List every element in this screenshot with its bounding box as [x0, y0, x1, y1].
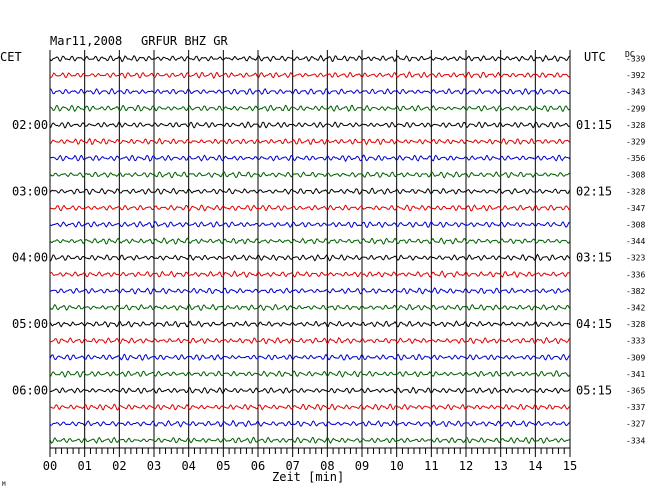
- right-zone-label: UTC: [584, 50, 606, 64]
- seismic-trace: [49, 121, 570, 129]
- seismic-trace: [49, 170, 570, 179]
- x-tick-label: 10: [389, 459, 403, 473]
- dc-offset-label: -344: [626, 237, 645, 246]
- dc-offset-label: -343: [626, 88, 645, 97]
- header-station: GRFUR BHZ GR: [141, 34, 228, 48]
- seismic-trace: [49, 419, 570, 428]
- x-tick-label: 03: [147, 459, 161, 473]
- cet-time-label: 02:00: [12, 118, 48, 132]
- seismic-trace: [49, 137, 571, 146]
- x-tick-label: 14: [528, 459, 542, 473]
- dc-offset-label: -342: [626, 304, 645, 313]
- seismic-trace: [49, 104, 571, 113]
- utc-time-label: 01:15: [576, 118, 612, 132]
- seismic-trace: [49, 204, 570, 212]
- tick-layer: 00 01 02 03 04 05 06 07 08 09 10 11 12 13 14 15: [43, 448, 577, 473]
- cet-time-label: 06:00: [12, 384, 48, 398]
- dc-offset-label: -308: [626, 221, 645, 230]
- seismic-trace: [49, 88, 571, 96]
- seismic-trace: [49, 403, 571, 411]
- seismic-trace: [49, 154, 571, 163]
- dc-offset-label: -328: [626, 320, 645, 329]
- dc-offset-label: -328: [626, 187, 645, 196]
- seismic-trace: [49, 237, 571, 245]
- x-tick-label: 05: [216, 459, 230, 473]
- dc-offset-label: -341: [626, 370, 645, 379]
- x-tick-label: 04: [181, 459, 195, 473]
- x-tick-label: 07: [285, 459, 299, 473]
- seismic-trace: [49, 270, 571, 279]
- x-tick-label: 13: [493, 459, 507, 473]
- dc-offset-label: -392: [626, 71, 645, 80]
- dc-offset-label: -327: [626, 420, 645, 429]
- cet-time-label: 03:00: [12, 184, 48, 198]
- x-tick-label: 09: [355, 459, 369, 473]
- seismic-trace: [49, 370, 571, 378]
- seismic-trace: [49, 187, 571, 196]
- x-tick-label: 15: [563, 459, 577, 473]
- seismic-trace: [49, 220, 570, 229]
- seismic-trace: [49, 353, 570, 361]
- x-tick-label: 00: [43, 459, 57, 473]
- seismic-trace: [49, 54, 570, 63]
- x-tick-label: 08: [320, 459, 334, 473]
- dc-offset-label: -337: [626, 403, 645, 412]
- header-date: Mar11,2008: [50, 34, 122, 48]
- dc-offset-label: -299: [626, 104, 645, 113]
- x-tick-label: 11: [424, 459, 438, 473]
- cet-time-label: 05:00: [12, 317, 48, 331]
- seismic-trace: [49, 287, 571, 295]
- dc-offset-label: -329: [626, 138, 645, 147]
- grid-layer: [49, 50, 571, 448]
- seismic-trace: [49, 253, 571, 262]
- left-zone-label: CET: [0, 50, 22, 64]
- dc-offset-label: -336: [626, 270, 645, 279]
- dc-offset-label: -365: [626, 387, 645, 396]
- dc-offset-label: -323: [626, 254, 645, 263]
- label-layer: 02:00 03:00 04:00 05:00 06:00 01:15 02:15 03:15…: [12, 55, 645, 446]
- dc-offset-label: -356: [626, 154, 645, 163]
- utc-time-label: 02:15: [576, 184, 612, 198]
- seismic-trace: [49, 336, 571, 345]
- x-tick-label: 01: [77, 459, 91, 473]
- utc-time-label: 03:15: [576, 251, 612, 265]
- dc-offset-label: -309: [626, 353, 645, 362]
- dc-offset-label: -333: [626, 337, 645, 346]
- seismic-trace: [49, 386, 571, 395]
- seismic-trace: [49, 71, 571, 79]
- trace-layer: [49, 54, 571, 444]
- x-tick-label: 06: [251, 459, 265, 473]
- corner-mark: M: [2, 481, 6, 488]
- x-axis-title: Zeit [min]: [272, 470, 344, 484]
- utc-time-label: 04:15: [576, 317, 612, 331]
- dc-offset-label: -334: [626, 436, 645, 445]
- cet-time-label: 04:00: [12, 251, 48, 265]
- dc-offset-label: -328: [626, 121, 645, 130]
- seismic-trace: [49, 303, 571, 312]
- seismic-trace: [49, 320, 571, 328]
- x-tick-label: 02: [112, 459, 126, 473]
- dc-offset-label: -382: [626, 287, 645, 296]
- utc-time-label: 05:15: [576, 384, 612, 398]
- x-tick-label: 12: [459, 459, 473, 473]
- dc-offset-label: -308: [626, 171, 645, 180]
- dc-offset-label: -347: [626, 204, 645, 213]
- dc-offset-label: -339: [626, 55, 645, 64]
- seismic-trace: [49, 436, 571, 444]
- dc-header-label: DC: [625, 50, 635, 59]
